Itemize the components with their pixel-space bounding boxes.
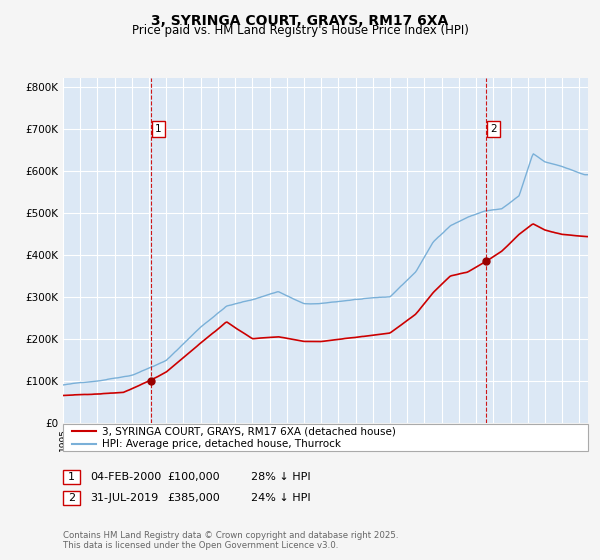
Text: HPI: Average price, detached house, Thurrock: HPI: Average price, detached house, Thur…	[102, 439, 341, 449]
Text: 3, SYRINGA COURT, GRAYS, RM17 6XA (detached house): 3, SYRINGA COURT, GRAYS, RM17 6XA (detac…	[102, 427, 396, 436]
Text: 3, SYRINGA COURT, GRAYS, RM17 6XA: 3, SYRINGA COURT, GRAYS, RM17 6XA	[151, 14, 449, 28]
Text: Price paid vs. HM Land Registry's House Price Index (HPI): Price paid vs. HM Land Registry's House …	[131, 24, 469, 37]
Text: £385,000: £385,000	[167, 493, 220, 503]
Text: 2: 2	[490, 124, 497, 134]
Text: 1: 1	[68, 472, 75, 482]
Text: 04-FEB-2000: 04-FEB-2000	[91, 472, 162, 482]
Text: Contains HM Land Registry data © Crown copyright and database right 2025.
This d: Contains HM Land Registry data © Crown c…	[63, 530, 398, 550]
Text: 24% ↓ HPI: 24% ↓ HPI	[251, 493, 310, 503]
Text: £100,000: £100,000	[167, 472, 220, 482]
Text: 31-JUL-2019: 31-JUL-2019	[91, 493, 159, 503]
Text: 2: 2	[68, 493, 75, 503]
Text: 28% ↓ HPI: 28% ↓ HPI	[251, 472, 310, 482]
Text: 1: 1	[155, 124, 161, 134]
